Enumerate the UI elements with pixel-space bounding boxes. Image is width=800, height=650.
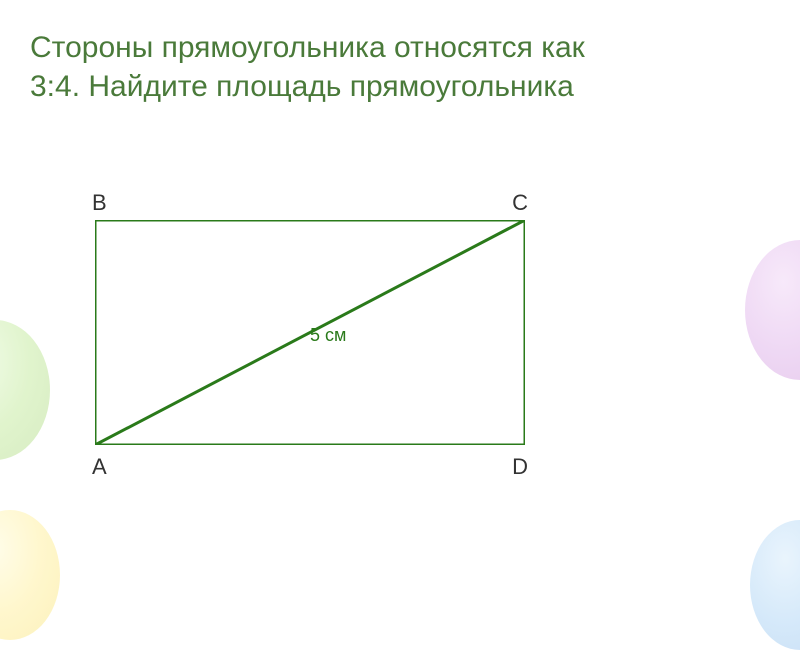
vertex-label-a: A [92,454,107,480]
title-line-1: Стороны прямоугольника относятся как [30,31,585,64]
geometry-diagram: B C A D 5 см [95,220,525,445]
title-line-2: 3:4. Найдите площадь прямоугольника [30,70,574,103]
vertex-label-b: B [92,190,107,216]
problem-title: Стороны прямоугольника относятся как 3:4… [30,28,770,106]
balloon-decoration-yellow [0,510,60,640]
balloon-decoration-blue [750,520,800,650]
balloon-decoration-purple [745,240,800,380]
vertex-label-d: D [512,454,528,480]
balloon-decoration-green [0,320,50,460]
diagonal-measurement: 5 см [310,325,346,346]
vertex-label-c: C [512,190,528,216]
